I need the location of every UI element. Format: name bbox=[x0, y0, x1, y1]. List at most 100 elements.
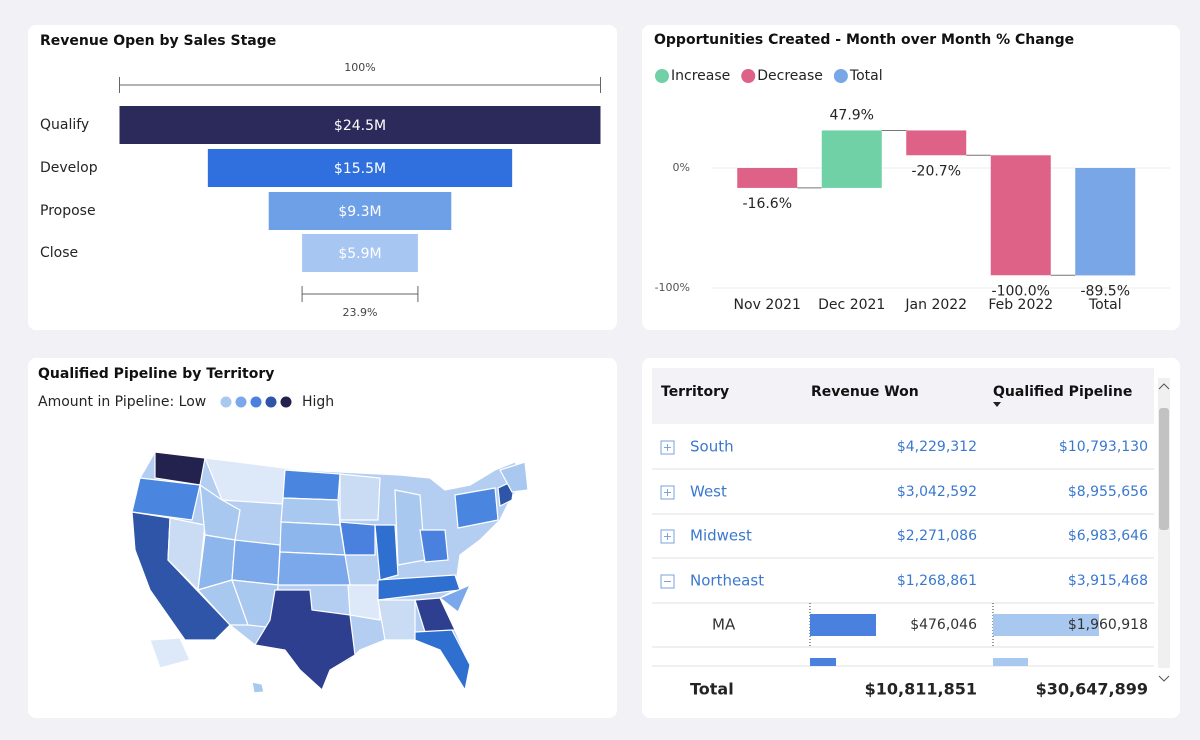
data-label: -20.7% bbox=[911, 163, 961, 179]
map-legend-dot bbox=[220, 396, 232, 408]
state bbox=[394, 489, 426, 566]
state bbox=[280, 497, 341, 526]
funnel-bar bbox=[207, 149, 513, 187]
expand-icon[interactable] bbox=[660, 574, 675, 589]
state bbox=[377, 599, 416, 641]
column-header: Qualified Pipeline bbox=[993, 384, 1132, 400]
funnel-bar bbox=[302, 234, 418, 272]
state bbox=[131, 477, 201, 521]
expand-glyph[interactable] bbox=[664, 489, 671, 496]
state bbox=[231, 539, 281, 586]
cell: $8,955,656 bbox=[1068, 484, 1148, 500]
category-label: Develop bbox=[40, 160, 98, 176]
state bbox=[414, 629, 471, 692]
total-cell: $10,811,851 bbox=[865, 680, 977, 699]
data-label: $9.3M bbox=[338, 204, 381, 220]
expand-glyph[interactable] bbox=[664, 444, 671, 451]
state bbox=[374, 524, 399, 581]
funnel-title: Revenue Open by Sales Stage bbox=[40, 33, 276, 49]
legend-marker bbox=[655, 69, 669, 83]
bracket bbox=[301, 286, 419, 302]
cell: $3,042,592 bbox=[897, 484, 977, 500]
cell: $4,229,312 bbox=[897, 439, 977, 455]
annotation: 23.9% bbox=[343, 306, 378, 319]
annotation: 100% bbox=[344, 61, 375, 74]
category-label: Propose bbox=[40, 203, 96, 219]
x-tick-label: Dec 2021 bbox=[818, 297, 885, 313]
y-tick-label: 0% bbox=[673, 161, 690, 174]
state bbox=[339, 473, 381, 521]
legend-marker bbox=[741, 69, 756, 83]
sort-arrow bbox=[993, 402, 1001, 407]
expand-icon[interactable] bbox=[660, 529, 675, 544]
cell: $10,793,130 bbox=[1059, 439, 1148, 455]
legend-label: Increase bbox=[671, 68, 730, 84]
state bbox=[414, 597, 456, 633]
data-label: 47.9% bbox=[830, 107, 874, 123]
scroll-up[interactable] bbox=[1158, 383, 1170, 390]
state bbox=[499, 461, 529, 493]
cell: $2,271,086 bbox=[897, 528, 977, 544]
waterfall-title: Opportunities Created - Month over Month… bbox=[654, 32, 1074, 48]
state bbox=[339, 521, 376, 556]
x-tick-label: Nov 2021 bbox=[734, 297, 801, 313]
map-legend-dot bbox=[265, 396, 277, 408]
hawaii bbox=[251, 681, 265, 694]
legend-label: Total bbox=[849, 68, 883, 84]
funnel-bar bbox=[268, 192, 452, 230]
map-legend-dot bbox=[250, 396, 262, 408]
row-label: South bbox=[690, 438, 734, 456]
waterfall-bar bbox=[1075, 168, 1136, 276]
total-cell: Total bbox=[690, 680, 734, 699]
column-header: Revenue Won bbox=[811, 384, 919, 400]
cell: $1,960,918 bbox=[1068, 617, 1148, 633]
waterfall-bar bbox=[821, 130, 882, 188]
row-label: MA bbox=[712, 616, 736, 634]
map-title: Qualified Pipeline by Territory bbox=[38, 366, 274, 382]
expand-icon[interactable] bbox=[660, 440, 675, 455]
state bbox=[279, 521, 346, 556]
state bbox=[419, 529, 449, 563]
us-map bbox=[131, 451, 529, 694]
scroll-down[interactable] bbox=[1158, 675, 1170, 682]
cell: $1,268,861 bbox=[897, 573, 977, 589]
category-label: Close bbox=[40, 245, 78, 261]
funnel-bar bbox=[119, 106, 601, 144]
state bbox=[254, 589, 356, 692]
map-legend-low: Amount in Pipeline: Low bbox=[38, 394, 206, 410]
expand-icon[interactable] bbox=[660, 485, 675, 500]
state bbox=[454, 487, 499, 529]
cell: $476,046 bbox=[910, 617, 977, 633]
row-label: West bbox=[690, 483, 727, 501]
row-label: Midwest bbox=[690, 527, 752, 545]
legend-marker bbox=[833, 69, 848, 83]
data-label: $5.9M bbox=[338, 246, 381, 262]
row-label: Northeast bbox=[690, 572, 764, 590]
map-legend-dot bbox=[280, 396, 292, 408]
data-label: -16.6% bbox=[742, 196, 792, 212]
y-tick-label: -100% bbox=[655, 281, 690, 294]
map-legend-dot bbox=[235, 396, 247, 408]
waterfall-bar bbox=[737, 168, 798, 188]
partial-databar bbox=[810, 658, 836, 666]
category-label: Qualify bbox=[40, 117, 89, 133]
map-legend-high: High bbox=[302, 394, 334, 410]
waterfall-bar bbox=[990, 155, 1051, 276]
column-header: Territory bbox=[661, 384, 729, 400]
table-chrome bbox=[652, 368, 1170, 682]
x-tick-label: Feb 2022 bbox=[988, 297, 1053, 313]
alaska bbox=[149, 637, 191, 669]
data-label: $24.5M bbox=[334, 118, 386, 134]
bracket bbox=[119, 77, 601, 93]
state bbox=[199, 483, 241, 541]
cell: $6,983,646 bbox=[1068, 528, 1148, 544]
databar bbox=[993, 614, 1099, 636]
state bbox=[438, 583, 472, 613]
state bbox=[347, 584, 381, 621]
partial-databar bbox=[993, 658, 1028, 666]
data-label: -100.0% bbox=[992, 283, 1050, 299]
expand-glyph[interactable] bbox=[664, 533, 671, 540]
table-header-bg bbox=[652, 368, 1154, 424]
table: Territory Revenue Won Qualified Pipeline So… bbox=[652, 384, 1154, 699]
